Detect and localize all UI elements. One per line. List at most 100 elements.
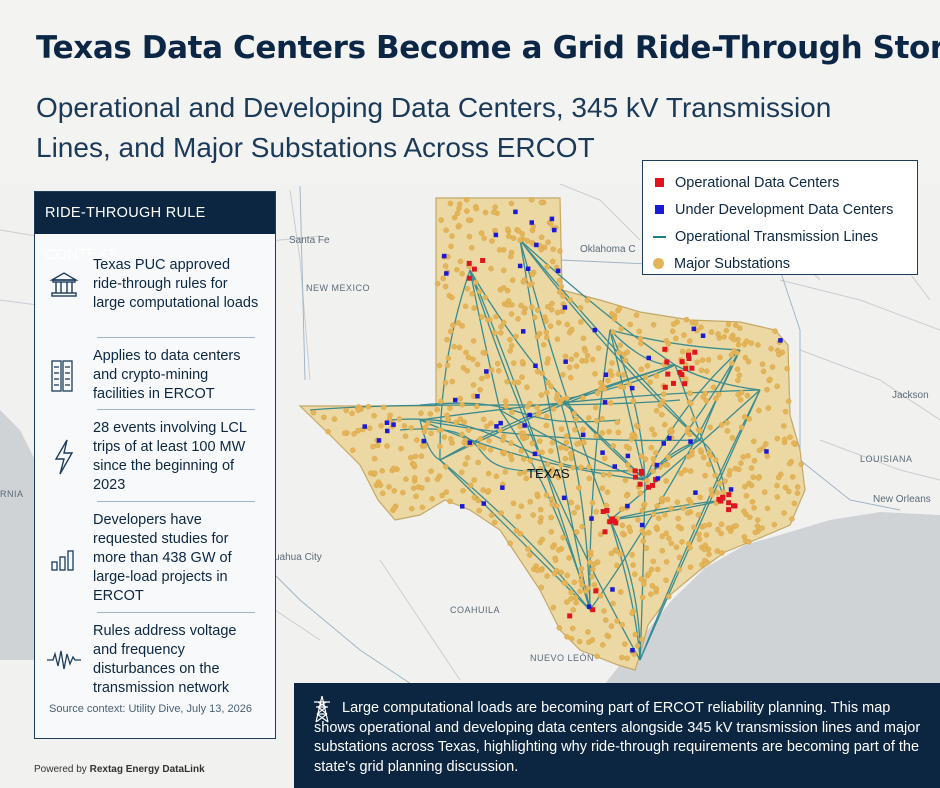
operational-data-center-marker (686, 352, 691, 358)
substation-dot (462, 461, 469, 467)
substation-dot (622, 641, 628, 647)
substation-dot (632, 631, 639, 638)
substation-dot (781, 510, 787, 516)
substation-dot (707, 453, 714, 459)
substation-dot (421, 443, 428, 449)
substation-dot (651, 431, 658, 438)
substation-dot (724, 419, 730, 426)
info-text: Large computational loads are becoming p… (314, 700, 921, 775)
substation-dot (527, 458, 534, 464)
substation-dot (505, 298, 512, 304)
transmission-line (639, 389, 761, 661)
substation-dot (467, 482, 474, 489)
substation-dot (599, 485, 606, 491)
legend-item-substations: Major Substations (653, 250, 917, 277)
substation-dot (680, 505, 686, 511)
substation-dot (551, 570, 558, 577)
page-subtitle: Operational and Developing Data Centers,… (36, 92, 832, 163)
substation-dot (633, 422, 640, 429)
substation-dot (548, 529, 555, 535)
substation-dot (597, 592, 604, 599)
context-item: Developers have requested studies for mo… (35, 511, 275, 606)
substation-dot (371, 412, 377, 419)
substation-dot (701, 454, 707, 461)
substation-dot (641, 581, 647, 587)
substation-dot (685, 425, 691, 431)
substation-dot (519, 359, 526, 365)
substation-dot (622, 357, 629, 364)
substation-dot (321, 414, 327, 421)
substation-dot (463, 349, 469, 356)
substation-dot (438, 398, 444, 405)
under-development-data-center-marker (494, 424, 499, 429)
substation-dot (550, 258, 556, 265)
context-item: Texas PUC approved ride-through rules fo… (35, 256, 275, 313)
substation-dot (614, 548, 620, 554)
substation-dot (713, 395, 719, 402)
substation-dot (618, 326, 625, 332)
substation-dot (428, 430, 434, 437)
substation-dot (639, 636, 645, 643)
substation-dot (647, 379, 653, 385)
substation-dot (470, 338, 477, 344)
substation-dot (479, 314, 485, 320)
under-development-data-center-marker (688, 439, 693, 444)
under-development-data-center-marker (563, 359, 568, 364)
substation-dot (464, 455, 471, 461)
operational-data-center-marker (593, 588, 599, 594)
substation-dot (445, 355, 452, 361)
substation-dot (611, 316, 618, 322)
substation-dot (539, 370, 545, 377)
substation-dot (573, 529, 580, 535)
substation-dot (526, 282, 532, 288)
substation-dot (502, 469, 509, 475)
data-centers (362, 209, 783, 653)
substation-dot (451, 214, 458, 221)
substation-dot (741, 534, 748, 540)
substation-dot (537, 519, 544, 525)
substation-dot (712, 472, 718, 479)
substation-dot (544, 573, 550, 579)
substation-dot (782, 408, 789, 415)
substation-dot (781, 423, 787, 429)
transmission-line (419, 419, 701, 442)
substation-dot (529, 304, 535, 310)
substation-dot (568, 374, 574, 381)
substation-dot (791, 440, 797, 446)
substation-dot (668, 540, 675, 547)
substation-dot (465, 217, 472, 223)
substation-dot (543, 492, 550, 498)
under-development-data-center-marker (600, 450, 605, 455)
substation-dot (507, 336, 513, 343)
substation-dot (648, 591, 654, 597)
transmission-line (609, 519, 641, 661)
substation-dot (624, 655, 630, 662)
substation-dot (620, 530, 626, 537)
substation-dot (578, 319, 584, 325)
substation-dot (774, 383, 780, 390)
substation-dot (653, 407, 660, 414)
label-chihuahua-city: uahua City (274, 552, 322, 563)
operational-data-center-marker (686, 356, 692, 361)
substation-dot (627, 321, 633, 328)
substation-dot (625, 462, 631, 468)
substation-dot (534, 404, 540, 411)
substation-dot (589, 637, 596, 643)
substation-dot (585, 585, 591, 591)
substation-dot (755, 342, 761, 348)
substation-dot (497, 427, 503, 433)
substation-dot (572, 426, 578, 433)
substation-dot (459, 323, 465, 329)
substation-dot (769, 364, 776, 370)
substation-dot (629, 610, 635, 616)
operational-data-center-marker (607, 519, 613, 525)
substation-dot (683, 376, 689, 382)
substation-dot (687, 564, 694, 570)
substation-dot (649, 583, 656, 589)
substation-dot (615, 429, 622, 436)
substation-dot (464, 208, 470, 214)
substation-dot (529, 271, 536, 278)
substation-dot (545, 303, 551, 310)
substation-dot (428, 468, 434, 474)
substation-dot (654, 566, 661, 573)
